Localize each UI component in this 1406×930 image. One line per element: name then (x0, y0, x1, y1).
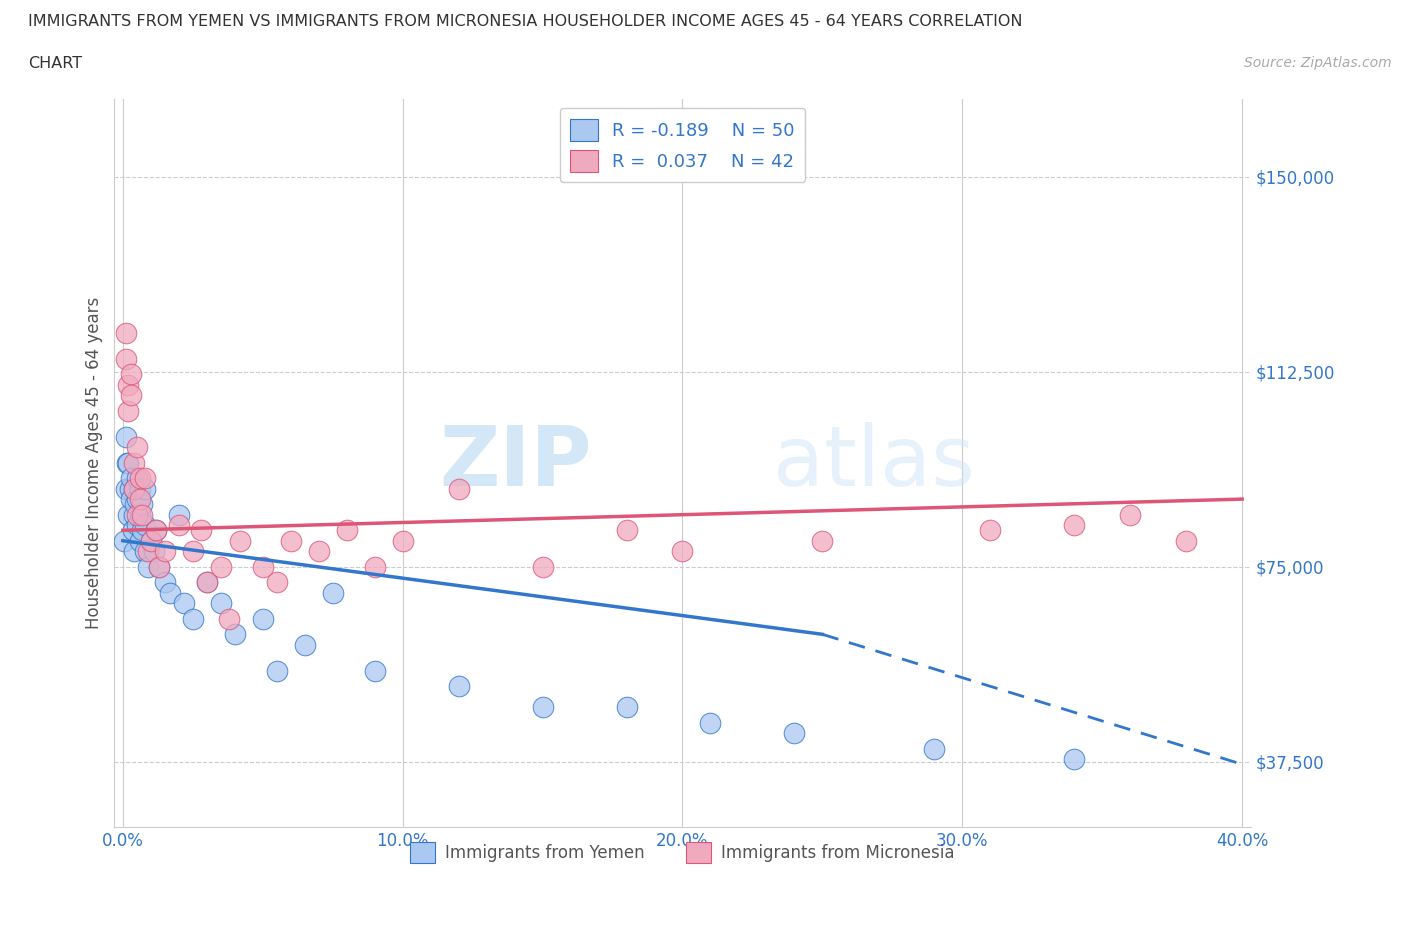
Point (181, 544, 204, 559)
Point (122, 481, 145, 496)
Point (195, 575, 218, 590)
Point (252, 611, 274, 626)
Point (125, 471, 148, 485)
Point (159, 585, 181, 600)
Point (447, 679, 470, 694)
Point (122, 507, 145, 522)
Point (117, 404, 139, 418)
Point (181, 611, 204, 626)
Text: ZIP: ZIP (439, 422, 592, 503)
Point (173, 595, 195, 610)
Point (252, 559, 274, 574)
Point (153, 544, 176, 559)
Point (195, 575, 218, 590)
Point (363, 663, 385, 678)
Point (112, 533, 135, 548)
Point (148, 559, 170, 574)
Point (114, 430, 136, 445)
Point (131, 507, 153, 522)
Point (266, 663, 288, 678)
Point (167, 507, 190, 522)
Point (1175, 533, 1198, 548)
Point (128, 481, 150, 496)
Point (153, 575, 176, 590)
Point (134, 481, 156, 496)
Text: IMMIGRANTS FROM YEMEN VS IMMIGRANTS FROM MICRONESIA HOUSEHOLDER INCOME AGES 45 -: IMMIGRANTS FROM YEMEN VS IMMIGRANTS FROM… (28, 14, 1022, 29)
Point (125, 518, 148, 533)
Point (120, 492, 142, 507)
Point (125, 492, 148, 507)
Point (142, 544, 165, 559)
Point (531, 559, 554, 574)
Point (125, 507, 148, 522)
Point (120, 471, 142, 485)
Point (145, 523, 167, 538)
Point (121, 523, 143, 538)
Point (117, 456, 139, 471)
Point (447, 481, 470, 496)
Point (531, 699, 554, 714)
Point (120, 388, 142, 403)
Point (131, 523, 153, 538)
Point (148, 559, 170, 574)
Point (616, 523, 638, 538)
Point (122, 481, 145, 496)
Point (1063, 751, 1085, 766)
Text: CHART: CHART (28, 56, 82, 71)
Point (145, 523, 167, 538)
Point (167, 518, 190, 533)
Point (128, 507, 150, 522)
Point (118, 481, 141, 496)
Point (336, 523, 359, 538)
Point (671, 544, 693, 559)
Point (209, 595, 232, 610)
Point (1119, 507, 1142, 522)
Point (266, 575, 288, 590)
Point (322, 585, 344, 600)
Point (811, 533, 834, 548)
Point (124, 497, 146, 512)
Point (117, 378, 139, 392)
Point (122, 456, 145, 471)
Point (139, 533, 162, 548)
Point (224, 627, 246, 642)
Point (783, 725, 806, 740)
Point (114, 326, 136, 340)
Point (616, 699, 638, 714)
Point (114, 481, 136, 496)
Point (134, 518, 156, 533)
Point (924, 741, 946, 756)
Point (120, 366, 142, 381)
Point (308, 544, 330, 559)
Point (122, 544, 145, 559)
Point (294, 637, 316, 652)
Point (125, 440, 148, 455)
Point (229, 533, 252, 548)
Point (134, 471, 156, 485)
Point (136, 559, 159, 574)
Point (979, 523, 1001, 538)
Point (699, 715, 721, 730)
Point (1063, 518, 1085, 533)
Point (218, 611, 240, 626)
Point (117, 507, 139, 522)
Legend: Immigrants from Yemen, Immigrants from Micronesia: Immigrants from Yemen, Immigrants from M… (404, 836, 962, 870)
Y-axis label: Householder Income Ages 45 - 64 years: Householder Income Ages 45 - 64 years (86, 297, 103, 629)
Point (128, 492, 150, 507)
Text: atlas: atlas (773, 422, 976, 503)
Point (128, 533, 150, 548)
Point (280, 533, 302, 548)
Point (190, 523, 212, 538)
Point (115, 456, 138, 471)
Point (391, 533, 413, 548)
Point (139, 533, 162, 548)
Point (209, 559, 232, 574)
Point (131, 497, 153, 512)
Point (363, 559, 385, 574)
Text: Source: ZipAtlas.com: Source: ZipAtlas.com (1244, 56, 1392, 70)
Point (128, 471, 150, 485)
Point (134, 544, 156, 559)
Point (114, 352, 136, 366)
Point (136, 544, 159, 559)
